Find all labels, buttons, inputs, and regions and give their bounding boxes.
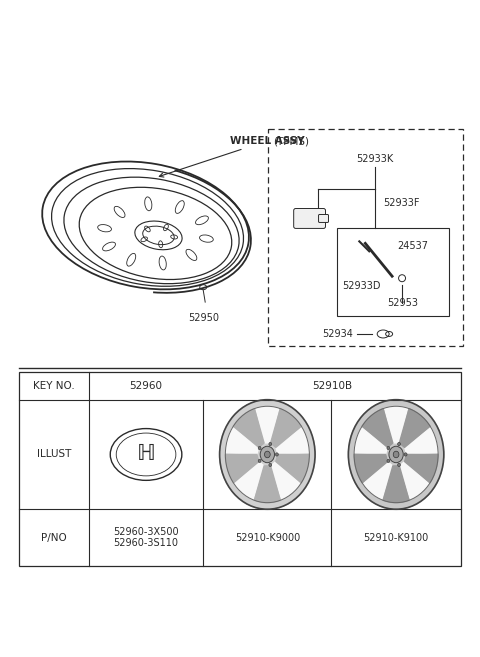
FancyBboxPatch shape: [319, 214, 328, 223]
Text: 52910-K9000: 52910-K9000: [235, 533, 300, 543]
Ellipse shape: [397, 442, 400, 445]
Polygon shape: [405, 428, 438, 454]
Polygon shape: [355, 428, 387, 454]
Polygon shape: [384, 407, 408, 443]
Text: 52910B: 52910B: [312, 381, 352, 391]
FancyBboxPatch shape: [294, 208, 325, 229]
Text: ℍ: ℍ: [137, 445, 156, 464]
Bar: [268, 129, 463, 346]
Polygon shape: [399, 409, 430, 447]
Text: 24537: 24537: [397, 241, 428, 252]
Ellipse shape: [260, 446, 275, 463]
Polygon shape: [276, 428, 309, 454]
Polygon shape: [348, 399, 444, 509]
Text: P/NO: P/NO: [41, 533, 67, 543]
Bar: [337, 229, 449, 316]
Ellipse shape: [397, 463, 400, 466]
Polygon shape: [405, 455, 438, 483]
Text: 52934: 52934: [323, 329, 353, 339]
Text: 52953: 52953: [387, 298, 418, 308]
Polygon shape: [220, 399, 315, 509]
Text: 52950: 52950: [188, 313, 219, 323]
Ellipse shape: [393, 451, 399, 458]
Ellipse shape: [269, 463, 272, 466]
Ellipse shape: [389, 446, 403, 463]
Polygon shape: [363, 462, 393, 499]
Text: 52933D: 52933D: [342, 281, 381, 291]
Polygon shape: [383, 466, 409, 503]
Text: ILLUST: ILLUST: [37, 449, 71, 459]
Text: 52933K: 52933K: [357, 154, 394, 164]
Polygon shape: [254, 466, 280, 503]
Polygon shape: [354, 455, 387, 483]
Text: (TPMS): (TPMS): [273, 137, 309, 147]
Polygon shape: [271, 462, 300, 499]
Text: WHEEL ASSY: WHEEL ASSY: [159, 136, 305, 177]
Ellipse shape: [387, 446, 390, 449]
Polygon shape: [271, 409, 301, 447]
Polygon shape: [225, 455, 259, 483]
Text: 52960: 52960: [130, 381, 163, 391]
Polygon shape: [400, 462, 429, 499]
Ellipse shape: [258, 446, 261, 449]
Polygon shape: [226, 428, 259, 454]
Polygon shape: [256, 407, 279, 443]
Polygon shape: [276, 455, 309, 483]
Ellipse shape: [258, 459, 261, 463]
Polygon shape: [362, 409, 393, 447]
Text: 52960-3X500
52960-3S110: 52960-3X500 52960-3S110: [113, 527, 179, 549]
Polygon shape: [233, 409, 264, 447]
Ellipse shape: [276, 453, 278, 456]
Text: KEY NO.: KEY NO.: [33, 381, 75, 391]
Ellipse shape: [264, 451, 270, 458]
Text: 52933F: 52933F: [383, 198, 420, 208]
Polygon shape: [235, 462, 264, 499]
Ellipse shape: [269, 442, 272, 445]
Bar: [19, 372, 461, 566]
Ellipse shape: [404, 453, 407, 456]
Ellipse shape: [387, 459, 390, 463]
Text: 52910-K9100: 52910-K9100: [363, 533, 429, 543]
